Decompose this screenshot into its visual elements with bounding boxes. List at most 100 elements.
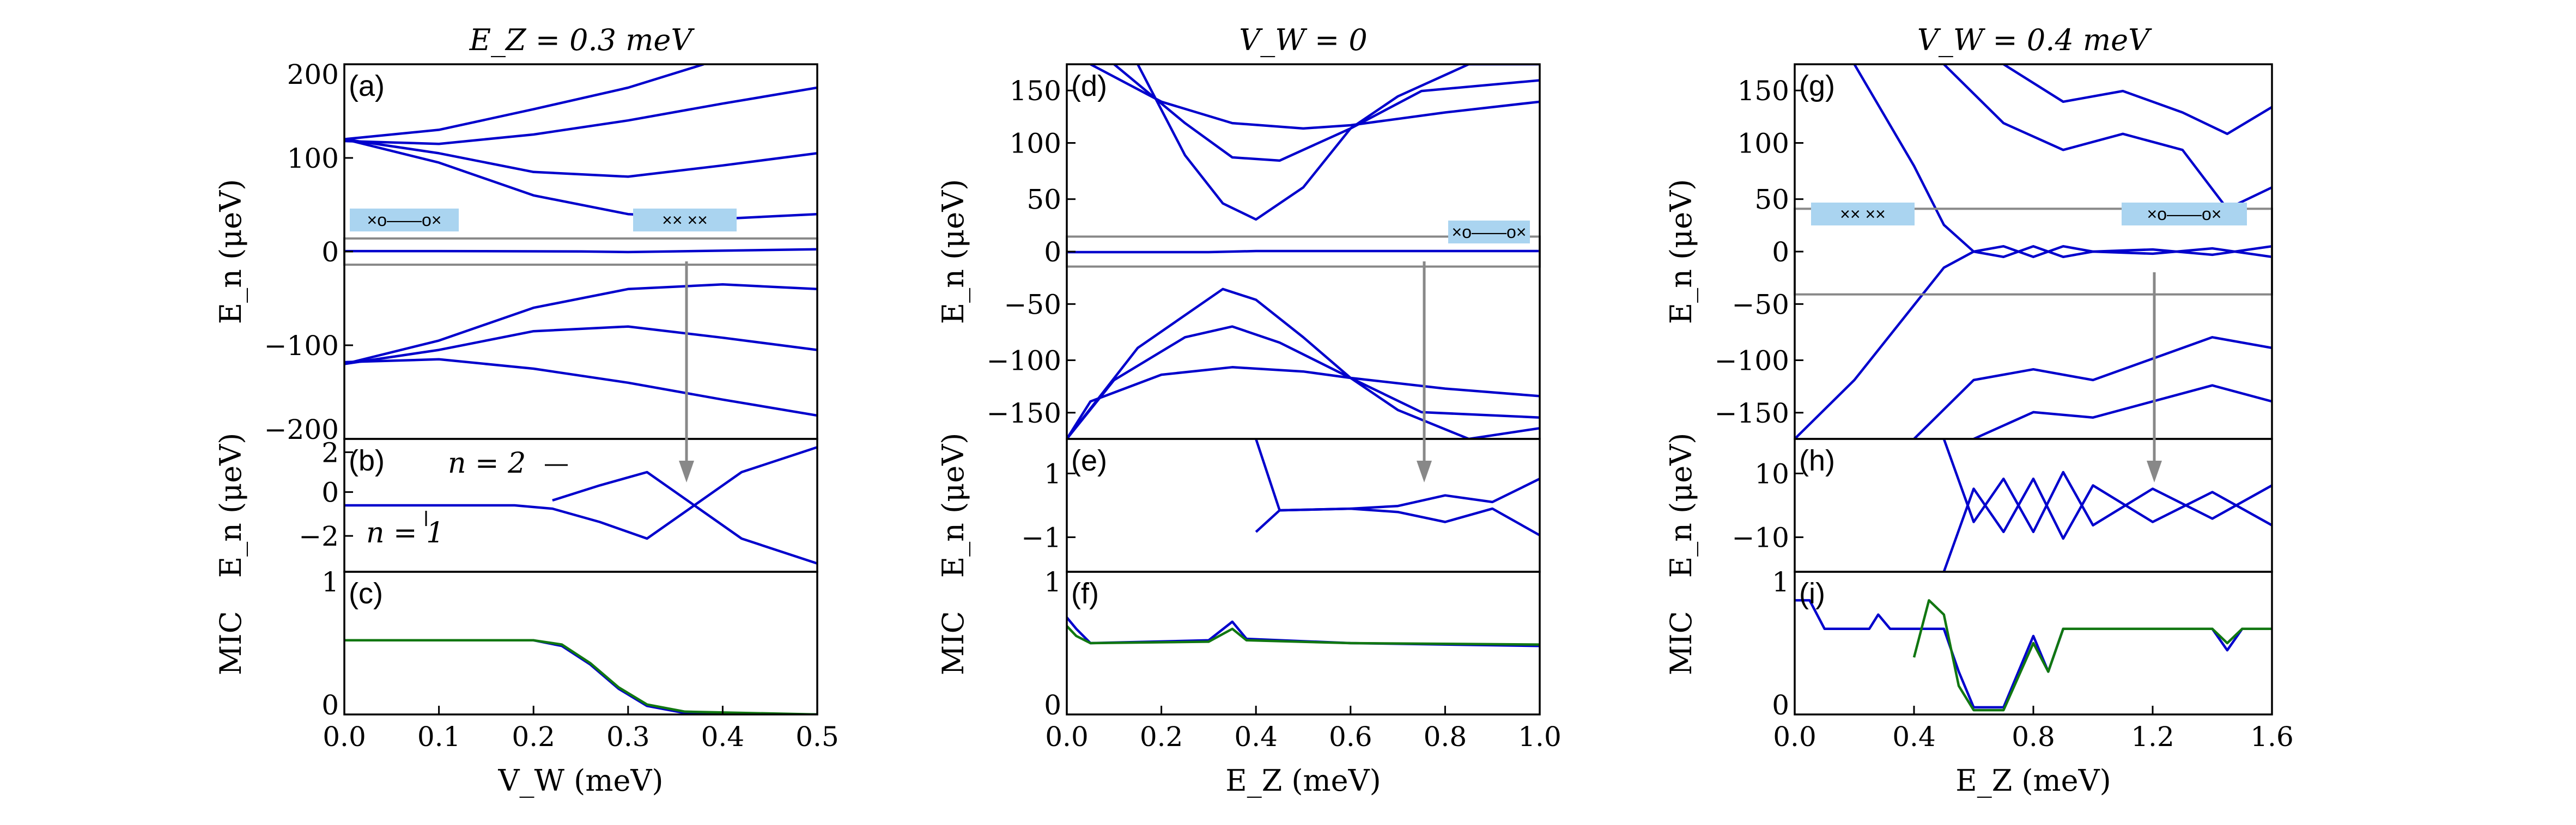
series-group: [1067, 64, 1540, 439]
x-tick-label: 0.0: [323, 721, 366, 753]
panel-label: (i): [1799, 577, 1825, 610]
series-line-n-4: [344, 359, 817, 415]
x-tick-label: 0.8: [1424, 721, 1467, 753]
y-tick-label: 100: [287, 143, 339, 174]
y-axis-label: MIC: [214, 611, 248, 675]
inset-cartoon: ×× ××: [1840, 204, 1886, 224]
series-line-n-2: [1256, 439, 1540, 510]
series-line-n-5: [344, 64, 704, 139]
inset-cartoon: ×o——o×: [367, 210, 442, 230]
series-group: [1795, 600, 2272, 710]
y-tick-label: 1: [1044, 566, 1061, 598]
y-tick-label: 0: [321, 689, 339, 721]
series-line-n-1: [1067, 251, 1540, 252]
panel-g: 150 100 50 0 −50 −100 −150 (g) E_n (μeV) ×× ×× ×o—…: [1664, 64, 2272, 439]
series-line-mic-blue: [1795, 600, 2272, 707]
y-tick-label: −100: [1715, 345, 1789, 377]
y-tick-label: −1: [1021, 522, 1061, 554]
series-line-n-2: [1944, 64, 2272, 209]
panel-a: 2001000−100−200(a)E_n (μeV) ×o——o× ×× ××: [214, 59, 817, 445]
series-line-mic-green: [344, 640, 817, 714]
x-tick-label: 0.2: [1140, 721, 1183, 753]
y-axis-label: E_n (μeV): [936, 433, 970, 578]
chart-title: V_W = 0.4 meV: [1917, 23, 2152, 57]
y-tick-label: −10: [1731, 522, 1789, 554]
y-axis-label: E_n (μeV): [214, 433, 248, 578]
x-tick-label: 0.1: [417, 721, 461, 753]
chart-title: V_W = 0: [1239, 23, 1367, 57]
x-tick-label: 0.0: [1045, 721, 1089, 753]
series-line-n-4: [1067, 367, 1540, 439]
chart-title: E_Z = 0.3 meV: [469, 23, 695, 57]
series-line-n-3: [1974, 386, 2273, 439]
panel-label: (e): [1071, 444, 1107, 477]
y-axis-label: E_n (μeV): [1664, 179, 1698, 325]
series-line-n-4: [344, 88, 817, 144]
series-line-n-1: [1855, 64, 2273, 257]
series-line-mic-green: [1067, 626, 1540, 645]
x-tick-label: 0.4: [1234, 721, 1278, 753]
panel-c: 1 0 (c) MIC: [214, 566, 817, 721]
panel-label: (a): [349, 70, 385, 102]
figure-canvas: E_Z = 0.3 meV 2 0 0 100 0 −100 −2 0 0 (a) E_n (μeV)…: [0, 0, 2576, 825]
inset-cartoon: ×o——o×: [1452, 222, 1527, 242]
series-group: [1944, 439, 2272, 572]
series-line-n-2: [1138, 64, 1540, 219]
y-tick-label: −50: [1731, 289, 1789, 320]
x-tick-label: 0.4: [1892, 721, 1936, 753]
series-line-n-2: [344, 139, 817, 219]
x-tick-label: 1.2: [2131, 721, 2174, 753]
y-tick-label: 1: [1044, 458, 1061, 490]
y-tick-label: 0: [1044, 236, 1061, 268]
y-axis-label: E_n (μeV): [1664, 433, 1698, 578]
y-tick-label: 1: [1772, 566, 1789, 598]
x-tick-label: 1.6: [2250, 721, 2294, 753]
y-axis-label: E_n (μeV): [214, 179, 248, 325]
series-line-n-2: [552, 472, 817, 564]
y-tick-label: 50: [1754, 184, 1789, 216]
inset-cartoon: ×o——o×: [2147, 204, 2222, 224]
x-axis-label: E_Z (meV): [1955, 763, 2111, 798]
annotation-n2: n = 2: [448, 447, 526, 480]
panel-frame: [1067, 439, 1540, 572]
y-axis-label: MIC: [1664, 611, 1698, 675]
y-tick-label: 50: [1026, 184, 1061, 216]
y-tick-label: 150: [1010, 75, 1061, 107]
series-group: [1256, 439, 1540, 535]
series-group: [1067, 618, 1540, 646]
panel-label: (g): [1799, 70, 1835, 102]
y-axis-label: E_n (μeV): [936, 179, 970, 325]
y-tick-label: 2: [321, 437, 339, 468]
y-tick-label: 0: [321, 236, 339, 268]
x-tick-label: 0.6: [1329, 721, 1372, 753]
y-tick-label: −2: [299, 521, 339, 552]
series-line-mic-blue: [344, 640, 817, 714]
y-tick-label: 150: [1737, 75, 1789, 107]
panel-d: 150 100 50 0 −50 −100 −150 (d) E_n (μeV) ×o——o×: [936, 64, 1540, 439]
series-line-n-4: [1090, 64, 1540, 129]
y-tick-label: 10: [1754, 458, 1789, 490]
inset-cartoon: ×× ××: [662, 210, 708, 230]
y-tick-label: 100: [1010, 127, 1061, 159]
series-line-n-1: [344, 249, 817, 252]
panel-label: (c): [349, 577, 383, 610]
annotation-n1: n = 1: [366, 517, 444, 549]
chart-3: V_W = 0.4 meV 150 100 50 0 −50 −100 −150 (g) E_n …: [1664, 23, 2294, 798]
y-tick-label: −150: [1715, 398, 1789, 429]
series-line-n-2: [1067, 289, 1540, 439]
panel-frame: [344, 572, 817, 714]
series-line-n-2: [344, 284, 817, 364]
y-tick-label: 0: [1044, 689, 1061, 721]
series-line-n-3: [1114, 64, 1540, 161]
x-tick-label: 0.8: [2012, 721, 2055, 753]
y-tick-label: −100: [987, 345, 1061, 377]
panel-i: 10(i)MIC: [1664, 566, 2272, 721]
zoom-arrow-head: [1417, 461, 1432, 482]
zoom-arrow-head: [2147, 461, 2162, 482]
x-tick-label: 0.2: [512, 721, 555, 753]
y-tick-label: −100: [264, 330, 339, 362]
y-tick-label: 0: [1772, 236, 1789, 268]
y-tick-label: 1: [321, 566, 339, 598]
panel-label: (d): [1071, 70, 1107, 102]
y-tick-label: 100: [1737, 127, 1789, 159]
